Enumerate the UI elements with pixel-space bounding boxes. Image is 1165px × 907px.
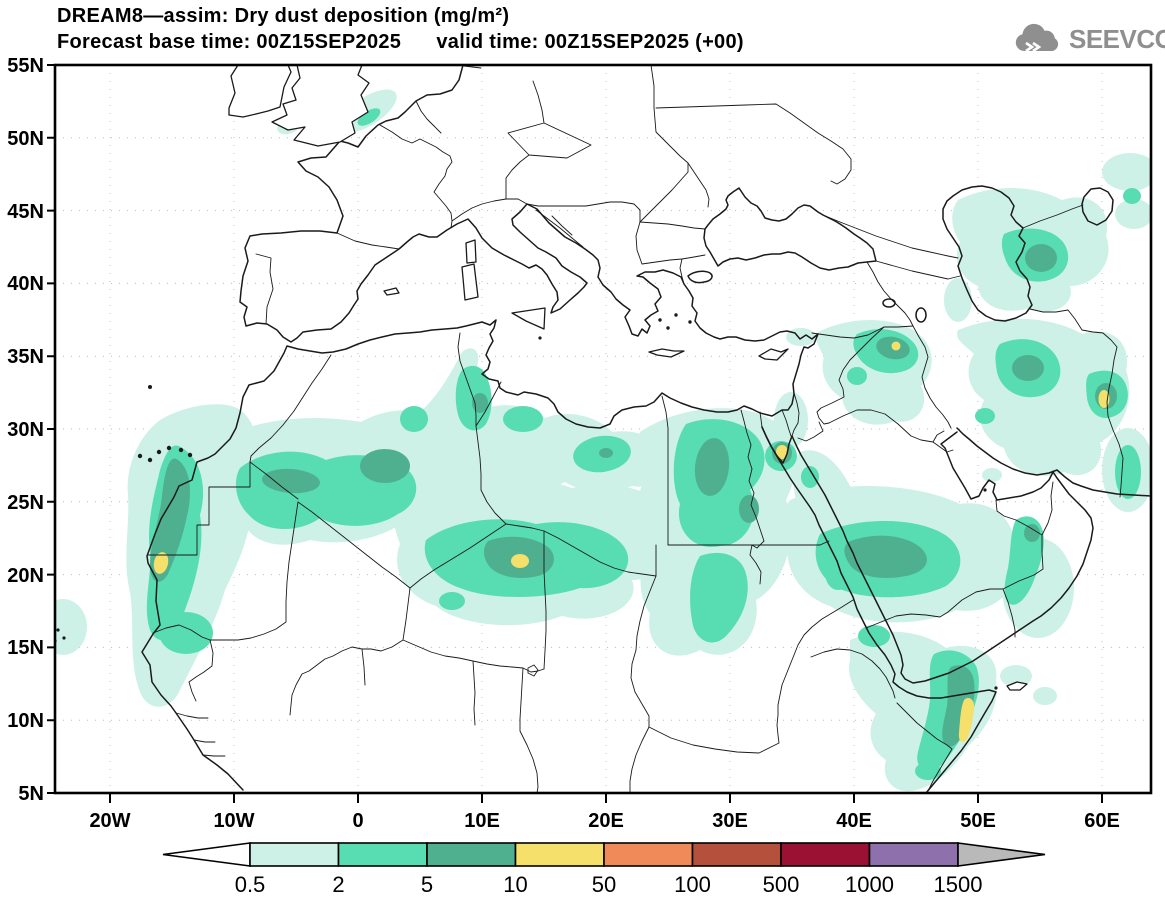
lat-tick-label: 50N [7, 128, 44, 150]
coastline-layer [55, 65, 1151, 793]
colorbar: 0.5 2 5 10 50 100 500 1000 1500 [162, 842, 1046, 897]
logo-text: SEEVCCC [1069, 23, 1165, 54]
lat-tick-label: 45N [7, 201, 44, 223]
colorbar-label: 10 [503, 872, 527, 897]
dust-level4-blobs [153, 341, 1110, 743]
lon-tick-label: 20E [588, 810, 624, 832]
seevccc-logo: SEEVCCC [1012, 22, 1165, 56]
colorbar-label: 50 [592, 872, 616, 897]
colorbar-label: 5 [421, 872, 433, 897]
lat-tick-label: 20N [7, 565, 44, 587]
colorbar-label: 0.5 [235, 872, 266, 897]
axis-ticks [47, 64, 1103, 803]
dust-level3-blobs [150, 244, 1117, 747]
lat-tick-label: 5N [18, 783, 44, 805]
colorbar-segment [780, 842, 871, 867]
dust-contour-layer [55, 89, 1151, 792]
lat-tick-label: 35N [7, 346, 44, 368]
colorbar-label: 100 [674, 872, 711, 897]
colorbar-right-arrow [957, 842, 1046, 867]
colorbar-segment [337, 842, 428, 867]
lon-tick-label: 40E [836, 810, 872, 832]
lon-tick-label: 10E [464, 810, 500, 832]
plot-subtitle: Forecast base time: 00Z15SEP2025 valid t… [57, 31, 744, 53]
lat-tick-label: 15N [7, 637, 44, 659]
colorbar-segment [514, 842, 605, 867]
lon-tick-label: 10W [213, 810, 254, 832]
colorbar-segment [603, 842, 694, 867]
border-layer [147, 65, 1124, 793]
lon-tick-label: 50E [960, 810, 996, 832]
lon-axis: 20W 10W 0 10E 20E 30E 40E 50E 60E [89, 810, 1119, 832]
colorbar-segment [426, 842, 517, 867]
colorbar-segment [691, 842, 782, 867]
colorbar-label: 2 [332, 872, 344, 897]
colorbar-label: 1000 [845, 872, 894, 897]
lat-axis: 55N 50N 45N 40N 35N 30N 25N 20N 15N 10N … [7, 55, 44, 805]
lat-tick-label: 55N [7, 55, 44, 77]
lat-tick-label: 40N [7, 273, 44, 295]
colorbar-segment [249, 842, 340, 867]
lat-tick-label: 10N [7, 710, 44, 732]
lat-tick-label: 25N [7, 492, 44, 514]
colorbar-label: 500 [763, 872, 800, 897]
lon-tick-label: 0 [352, 810, 363, 832]
colorbar-labels: 0.5 2 5 10 50 100 500 1000 1500 [235, 872, 983, 897]
plot-title: DREAM8—assim: Dry dust deposition (mg/m²… [57, 5, 510, 27]
colorbar-left-arrow [162, 842, 251, 867]
lon-tick-label: 30E [712, 810, 748, 832]
lon-tick-label: 60E [1084, 810, 1120, 832]
cloud-icon [1015, 23, 1059, 53]
colorbar-segment [868, 842, 959, 867]
colorbar-label: 1500 [934, 872, 983, 897]
lon-tick-label: 20W [89, 810, 130, 832]
lat-tick-label: 30N [7, 419, 44, 441]
